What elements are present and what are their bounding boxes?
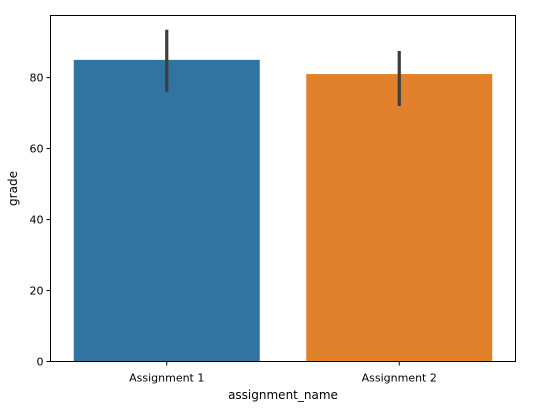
y-tick-label-60: 60 xyxy=(30,143,44,156)
bar-2 xyxy=(306,74,493,362)
y-tick-label-40: 40 xyxy=(30,214,44,227)
x-tick-label-2: Assignment 2 xyxy=(362,372,437,385)
error-bars-group xyxy=(165,29,401,106)
axes-frame xyxy=(50,15,516,362)
y-tick-label-20: 20 xyxy=(30,285,44,298)
y-tick-label-80: 80 xyxy=(30,72,44,85)
bars-group xyxy=(73,59,493,362)
x-axis-label: assignment_name xyxy=(228,388,338,402)
bar-1 xyxy=(73,59,260,362)
axes-group: 0 20 40 60 80 Assignment 1 Assignment 2 xyxy=(30,15,516,385)
y-axis-label: grade xyxy=(6,171,20,206)
y-tick-label-0: 0 xyxy=(37,356,44,369)
x-tick-label-1: Assignment 1 xyxy=(129,372,204,385)
